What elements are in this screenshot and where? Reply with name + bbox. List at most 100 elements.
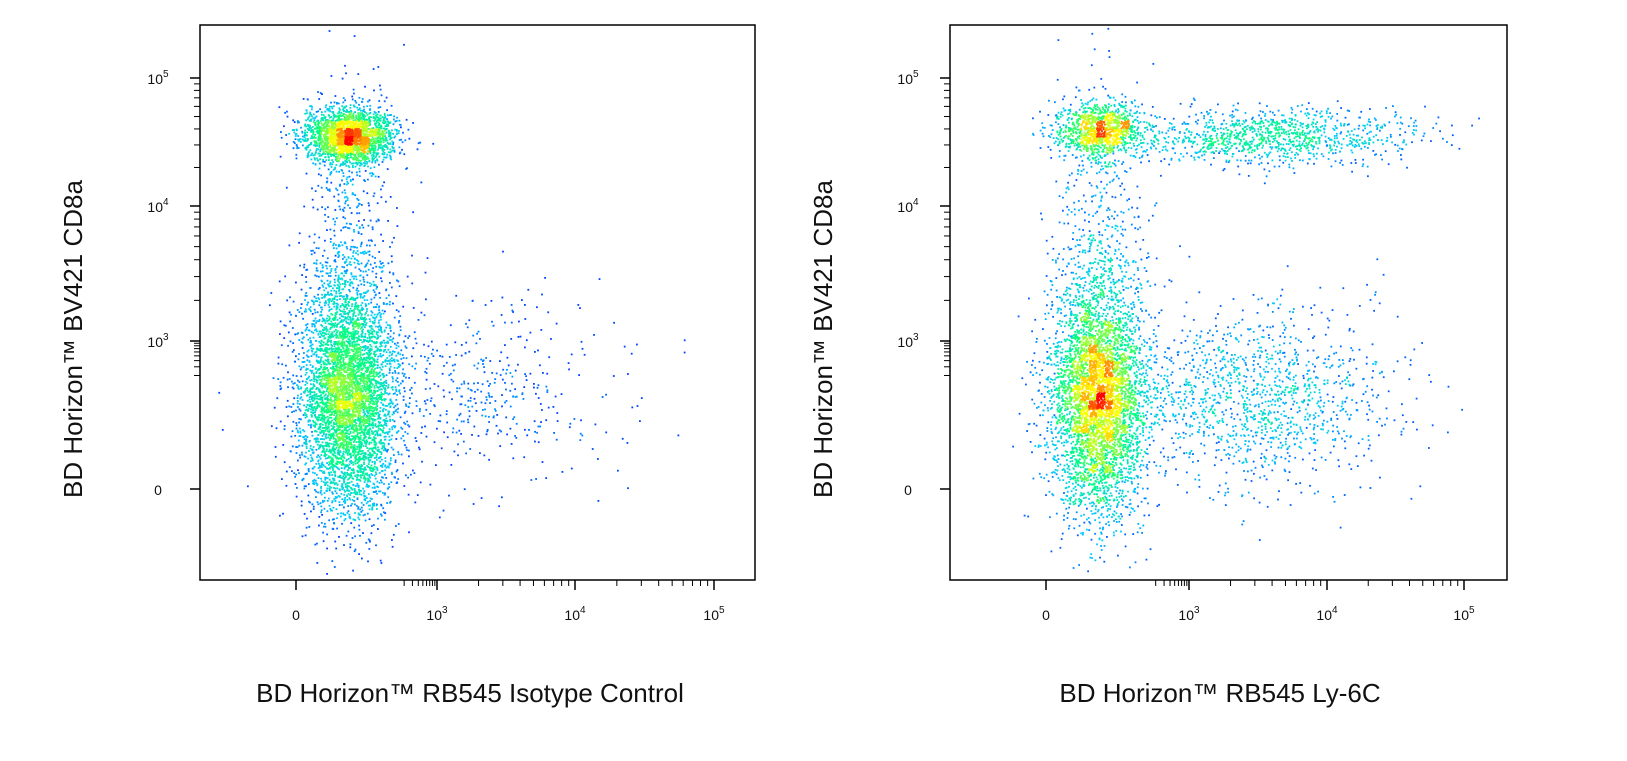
event-dot bbox=[355, 101, 358, 104]
event-dot bbox=[334, 302, 336, 305]
event-dot bbox=[363, 280, 366, 283]
event-dot bbox=[380, 388, 383, 391]
event-dot bbox=[326, 257, 329, 260]
event-dot bbox=[326, 396, 329, 399]
event-dot bbox=[374, 380, 377, 382]
event-dot bbox=[357, 512, 360, 515]
event-dot bbox=[329, 280, 332, 283]
event-dot bbox=[359, 534, 361, 537]
event-dot bbox=[541, 293, 543, 296]
event-dot bbox=[314, 317, 317, 320]
event-dot bbox=[364, 436, 367, 438]
event-dot bbox=[352, 166, 354, 169]
event-dot bbox=[336, 463, 339, 465]
event-dot bbox=[372, 378, 375, 381]
event-dot bbox=[317, 152, 320, 155]
event-dot bbox=[296, 309, 299, 311]
event-dot bbox=[327, 423, 330, 426]
event-dot bbox=[358, 212, 361, 215]
event-dot bbox=[382, 393, 385, 396]
event-dot bbox=[303, 513, 306, 515]
event-dot bbox=[310, 330, 313, 333]
event-dot bbox=[313, 393, 316, 396]
event-dot bbox=[330, 482, 333, 484]
event-dot bbox=[358, 443, 361, 446]
event-dot bbox=[365, 456, 367, 459]
event-dot bbox=[343, 489, 346, 492]
event-dot bbox=[296, 333, 299, 335]
event-dot bbox=[377, 148, 379, 151]
event-dot bbox=[391, 372, 394, 374]
event-dot bbox=[357, 319, 360, 321]
event-dot bbox=[299, 456, 302, 459]
event-dot bbox=[277, 378, 280, 380]
event-dot bbox=[391, 386, 394, 388]
event-dot bbox=[331, 360, 333, 363]
event-dot bbox=[472, 334, 475, 337]
event-dot bbox=[340, 319, 343, 321]
event-dot bbox=[325, 350, 328, 353]
event-dot bbox=[395, 344, 398, 347]
event-dot bbox=[371, 506, 374, 509]
event-dot bbox=[282, 444, 285, 446]
event-dot bbox=[315, 397, 318, 400]
event-dot bbox=[333, 154, 336, 157]
event-dot bbox=[468, 415, 471, 418]
event-dot bbox=[339, 451, 342, 454]
event-dot bbox=[346, 469, 349, 471]
event-dot bbox=[305, 441, 307, 444]
event-dot bbox=[598, 278, 601, 280]
event-dot bbox=[547, 406, 550, 409]
event-dot bbox=[375, 353, 377, 356]
event-dot bbox=[525, 379, 528, 381]
event-dot bbox=[379, 106, 382, 108]
event-dot bbox=[446, 436, 449, 439]
event-dot bbox=[392, 302, 394, 305]
event-dot bbox=[379, 124, 382, 127]
event-dot bbox=[307, 424, 310, 426]
event-dot bbox=[358, 553, 360, 555]
event-dot bbox=[372, 410, 374, 413]
event-dot bbox=[389, 136, 392, 138]
event-dot bbox=[347, 165, 350, 167]
event-dot bbox=[375, 325, 377, 328]
event-dot bbox=[334, 540, 337, 543]
event-dot bbox=[386, 357, 389, 359]
event-dot bbox=[290, 406, 293, 408]
event-dot bbox=[349, 290, 351, 293]
event-dot bbox=[341, 303, 344, 305]
event-dot bbox=[323, 481, 325, 484]
event-dot bbox=[372, 267, 374, 269]
event-dot bbox=[300, 504, 303, 507]
event-dot bbox=[369, 437, 372, 439]
event-dot bbox=[310, 405, 313, 408]
event-dot bbox=[276, 397, 279, 400]
event-dot bbox=[382, 403, 384, 406]
event-dot bbox=[317, 376, 320, 379]
event-dot bbox=[328, 309, 331, 312]
event-dot bbox=[293, 410, 295, 413]
event-dot bbox=[380, 94, 383, 97]
event-dot bbox=[382, 442, 385, 444]
event-dot bbox=[423, 400, 426, 403]
event-dot bbox=[279, 385, 282, 387]
event-dot bbox=[325, 272, 328, 275]
event-dot bbox=[369, 467, 371, 470]
event-dot bbox=[303, 438, 306, 441]
event-dot bbox=[344, 226, 347, 228]
event-dot bbox=[533, 383, 535, 385]
event-dot bbox=[344, 336, 347, 339]
event-dot bbox=[385, 385, 387, 387]
event-dot bbox=[348, 166, 351, 169]
event-dot bbox=[398, 119, 401, 122]
event-dot bbox=[363, 456, 366, 459]
event-dot bbox=[375, 430, 378, 433]
event-dot bbox=[432, 142, 435, 145]
event-dot bbox=[324, 106, 327, 109]
event-dot bbox=[333, 450, 336, 452]
event-dot bbox=[298, 421, 300, 424]
event-dot bbox=[317, 503, 320, 506]
event-dot bbox=[338, 205, 341, 208]
event-dot bbox=[279, 320, 282, 323]
event-dot bbox=[342, 311, 345, 313]
